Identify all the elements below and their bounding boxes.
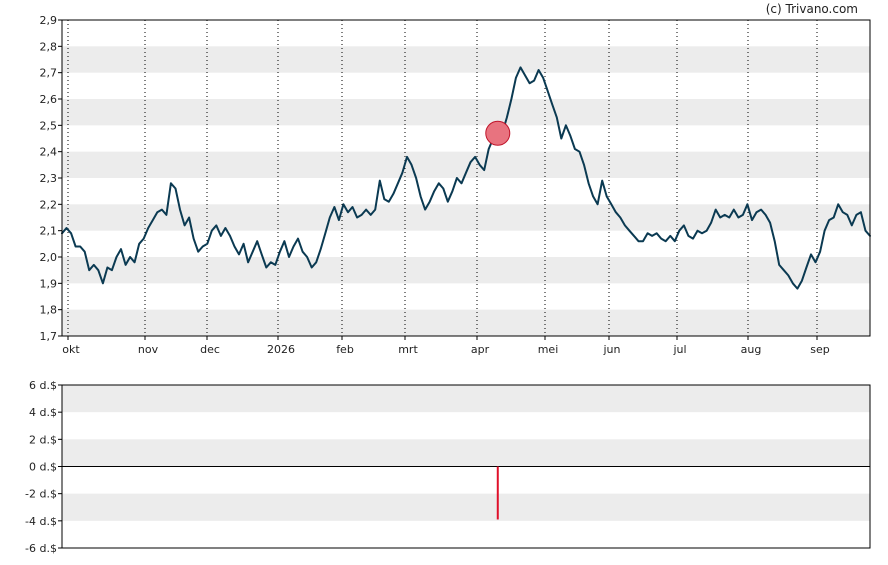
price-x-tick-label: jul <box>672 343 686 356</box>
price-x-tick-label: 2026 <box>267 343 295 356</box>
price-y-tick-label: 2,0 <box>40 251 58 264</box>
price-x-tick-label: sep <box>810 343 829 356</box>
price-y-tick-label: 2,7 <box>40 67 58 80</box>
price-band <box>62 204 870 231</box>
price-x-tick-label: okt <box>62 343 80 356</box>
volume-y-tick-label: 2 d.$ <box>29 433 57 446</box>
price-x-tick-label: aug <box>741 343 762 356</box>
price-y-tick-label: 2,9 <box>40 14 58 27</box>
price-x-tick-label: dec <box>200 343 220 356</box>
price-y-tick-label: 2,8 <box>40 40 58 53</box>
price-y-tick-label: 2,5 <box>40 119 58 132</box>
volume-y-tick-label: -2 d.$ <box>25 488 57 501</box>
price-panel: 1,71,81,92,02,12,22,32,42,52,62,72,82,9 … <box>40 14 871 356</box>
price-band <box>62 99 870 126</box>
price-y-tick-label: 2,1 <box>40 225 58 238</box>
volume-band <box>62 493 870 521</box>
volume-band <box>62 385 870 413</box>
price-x-tick-label: nov <box>138 343 159 356</box>
price-marker <box>485 120 511 146</box>
price-band <box>62 309 870 336</box>
volume-y-axis: 6 d.$ 4 d.$ 2 d.$ 0 d.$ -2 d.$ -4 d.$ -6 d.$ <box>25 379 62 555</box>
price-x-tick-label: apr <box>471 343 490 356</box>
price-y-tick-label: 1,8 <box>40 304 58 317</box>
price-y-tick-label: 2,4 <box>40 146 58 159</box>
price-frame <box>61 19 871 337</box>
price-bands <box>62 46 870 336</box>
price-x-axis: okt nov dec 2026 feb mrt apr mei jun jul aug sep <box>62 336 830 356</box>
price-y-tick-label: 2,6 <box>40 93 58 106</box>
volume-y-tick-label: 6 d.$ <box>29 379 57 392</box>
price-y-tick-label: 1,9 <box>40 277 58 290</box>
price-band <box>62 257 870 284</box>
price-x-tick-label: jun <box>603 343 621 356</box>
price-line <box>61 66 871 290</box>
volume-y-tick-label: 0 d.$ <box>29 461 57 474</box>
volume-band <box>62 439 870 467</box>
price-y-tick-label: 2,2 <box>40 198 58 211</box>
volume-y-tick-label: -4 d.$ <box>25 515 57 528</box>
price-y-axis: 1,7 1,8 1,9 2,0 2,1 2,2 2,3 2,4 2,5 2,6 2,7 2,8 2,9 <box>40 14 62 343</box>
price-x-tick-label: feb <box>336 343 354 356</box>
price-y-tick-label: 1,7 <box>40 330 58 343</box>
volume-panel: 6 d.$ 4 d.$ 2 d.$ 0 d.$ -2 d.$ -4 d.$ -6 d.$ <box>25 379 871 555</box>
volume-frame <box>61 384 871 549</box>
price-month-grid <box>67 20 818 336</box>
price-x-tick-label: mei <box>538 343 559 356</box>
price-y-tick-label: 2,3 <box>40 172 58 185</box>
price-x-tick-label: mrt <box>398 343 418 356</box>
credit-text: (c) Trivano.com <box>766 2 858 16</box>
volume-bands <box>62 385 870 521</box>
volume-y-tick-label: 4 d.$ <box>29 406 57 419</box>
price-band <box>62 46 870 73</box>
volume-y-tick-label: -6 d.$ <box>25 542 57 555</box>
